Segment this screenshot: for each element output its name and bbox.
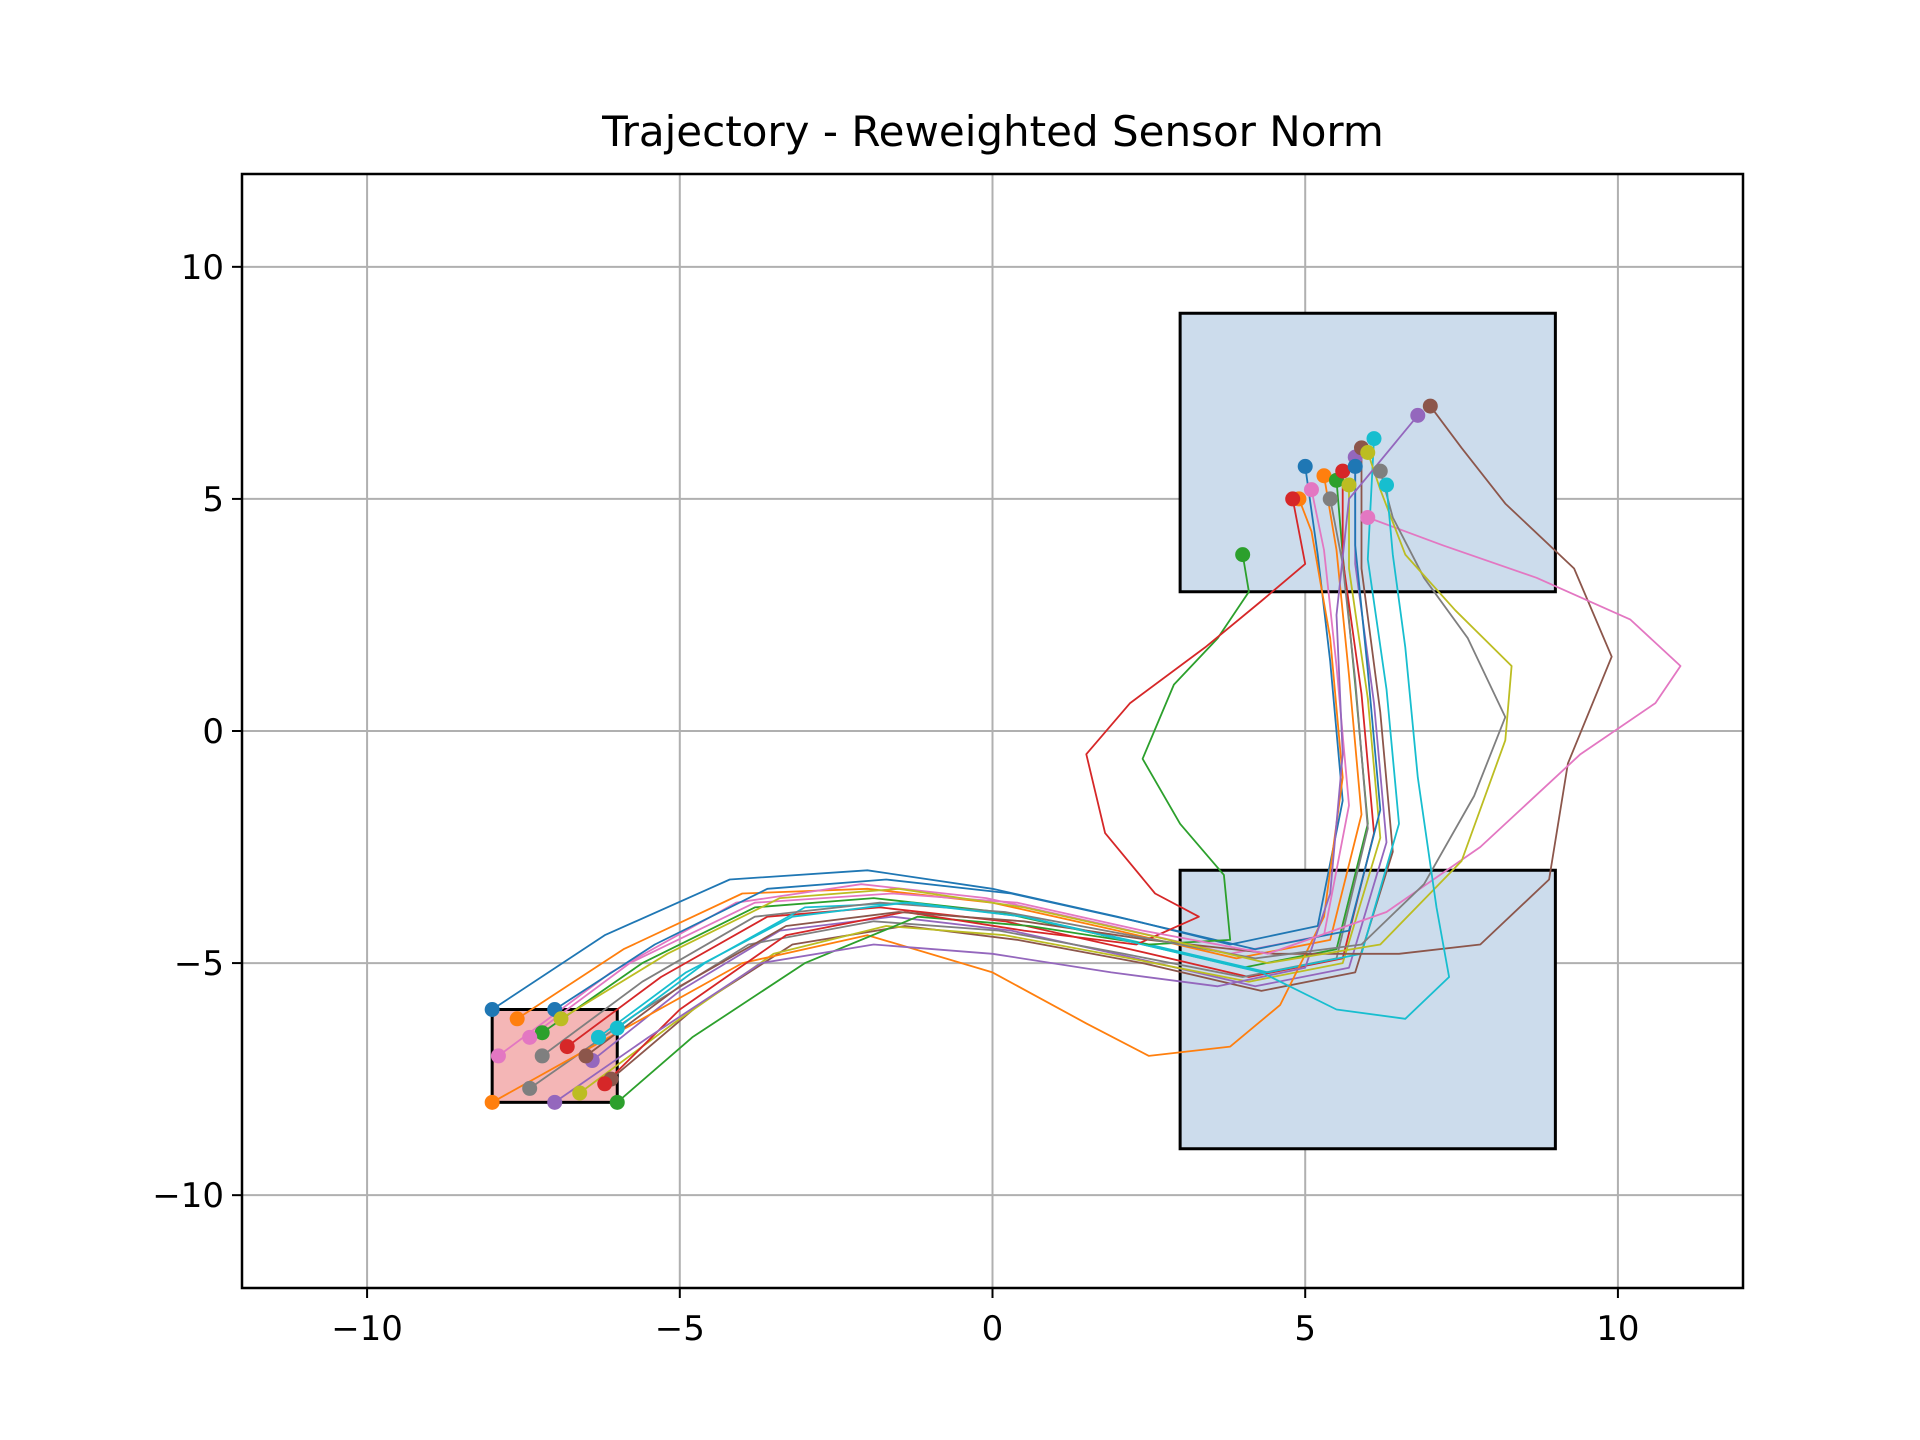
end-point-19	[1379, 477, 1395, 493]
start-point-18	[553, 1011, 569, 1027]
axis-ticks: −10 −5 0 5 10 −10 −5 0 5 10	[152, 248, 1639, 1349]
trajectory-17	[541, 470, 1507, 1057]
end-point-1	[1316, 468, 1332, 484]
y-tick-label-4: 10	[181, 248, 224, 288]
y-tick-label-3: 5	[202, 480, 224, 520]
trajectory-11	[491, 498, 1344, 1104]
x-tick-label-1: −5	[655, 1309, 705, 1349]
end-point-8	[1341, 477, 1357, 493]
x-tick-label-4: 10	[1596, 1309, 1639, 1349]
trajectory-9	[616, 438, 1400, 1029]
endpoint-markers	[484, 398, 1438, 1110]
start-point-9	[609, 1020, 625, 1036]
end-point-13	[1285, 491, 1301, 507]
trajectory-15	[585, 405, 1613, 1057]
start-point-0	[484, 1002, 500, 1017]
start-point-13	[597, 1076, 613, 1092]
x-tick-label-0: −10	[331, 1309, 403, 1349]
start-point-8	[572, 1085, 588, 1101]
x-tick-label-3: 5	[1294, 1309, 1316, 1349]
end-point-17	[1372, 463, 1388, 479]
chart-title: Trajectory - Reweighted Sensor Norm	[601, 107, 1384, 156]
end-point-3	[1335, 463, 1351, 479]
trajectory-18	[560, 452, 1513, 1020]
trajectory-19	[597, 484, 1450, 1039]
start-point-16	[522, 1029, 538, 1045]
end-point-12	[1235, 547, 1251, 563]
start-point-17	[534, 1048, 550, 1064]
trajectories	[491, 405, 1682, 1104]
end-point-14	[1410, 407, 1426, 423]
end-point-18	[1360, 445, 1376, 460]
trajectory-7	[529, 498, 1369, 1090]
start-point-3	[559, 1039, 575, 1055]
trajectory-16	[529, 516, 1682, 1039]
end-point-15	[1422, 398, 1438, 414]
y-tick-label-0: −10	[152, 1176, 224, 1216]
start-point-14	[547, 1094, 563, 1110]
end-point-6	[1303, 482, 1319, 498]
obstacle-region	[1178, 868, 1557, 1151]
start-point-19	[590, 1029, 606, 1045]
trajectory-3	[566, 471, 1375, 1048]
trajectory-12	[616, 554, 1250, 1103]
start-point-2	[534, 1025, 550, 1041]
y-tick-label-2: 0	[202, 712, 224, 752]
trajectory-4	[591, 457, 1388, 1062]
end-point-10	[1347, 458, 1363, 474]
start-point-6	[490, 1048, 506, 1064]
end-point-7	[1322, 491, 1338, 507]
end-point-0	[1297, 458, 1313, 474]
start-point-7	[522, 1080, 538, 1096]
start-point-15	[578, 1048, 594, 1064]
start-point-12	[609, 1094, 625, 1110]
x-tick-label-2: 0	[982, 1309, 1004, 1349]
trajectory-14	[554, 414, 1419, 1104]
end-point-16	[1360, 509, 1376, 525]
end-point-9	[1366, 431, 1382, 447]
trajectory-10	[554, 466, 1382, 1011]
trajectory-13	[604, 498, 1307, 1085]
start-point-1	[509, 1011, 525, 1027]
y-tick-label-1: −5	[174, 944, 224, 984]
start-point-11	[484, 1094, 500, 1110]
